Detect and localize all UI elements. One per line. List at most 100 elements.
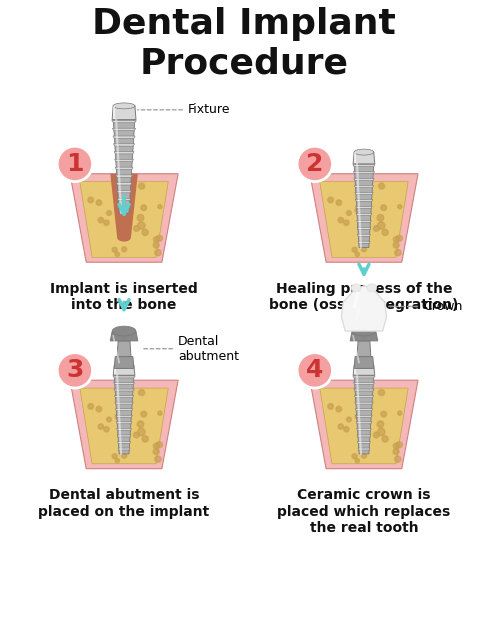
Circle shape	[141, 411, 146, 417]
Ellipse shape	[117, 233, 131, 242]
Polygon shape	[80, 388, 168, 464]
Polygon shape	[341, 286, 386, 331]
Circle shape	[106, 210, 111, 215]
Circle shape	[57, 146, 93, 182]
Polygon shape	[116, 183, 132, 185]
Circle shape	[355, 459, 359, 463]
Polygon shape	[80, 182, 168, 257]
Polygon shape	[353, 382, 375, 384]
Ellipse shape	[352, 326, 376, 336]
Polygon shape	[112, 120, 136, 123]
Polygon shape	[354, 357, 374, 369]
Circle shape	[359, 432, 366, 439]
Circle shape	[338, 217, 344, 223]
Polygon shape	[358, 448, 370, 450]
Circle shape	[96, 200, 102, 205]
Circle shape	[112, 247, 117, 252]
Circle shape	[344, 426, 349, 432]
Polygon shape	[353, 172, 375, 173]
Circle shape	[346, 210, 351, 215]
Polygon shape	[117, 435, 131, 437]
Polygon shape	[354, 396, 374, 398]
Polygon shape	[353, 366, 375, 375]
Circle shape	[373, 432, 379, 438]
Circle shape	[393, 443, 399, 449]
Polygon shape	[113, 120, 135, 213]
Polygon shape	[113, 144, 135, 146]
Polygon shape	[354, 178, 374, 181]
Text: Dental abutment is
placed on the implant: Dental abutment is placed on the implant	[39, 488, 210, 518]
Polygon shape	[353, 165, 375, 167]
Circle shape	[297, 352, 332, 388]
Polygon shape	[113, 382, 135, 384]
Circle shape	[362, 453, 366, 458]
Polygon shape	[70, 174, 178, 262]
Polygon shape	[354, 164, 374, 247]
Polygon shape	[310, 380, 418, 469]
Circle shape	[122, 453, 126, 458]
Polygon shape	[355, 402, 373, 404]
Circle shape	[393, 237, 399, 242]
Circle shape	[142, 436, 148, 442]
Circle shape	[141, 205, 146, 210]
Text: 1: 1	[66, 152, 83, 176]
Circle shape	[121, 410, 127, 417]
Circle shape	[398, 205, 402, 208]
Circle shape	[98, 424, 103, 429]
Polygon shape	[355, 409, 373, 411]
Circle shape	[377, 215, 384, 221]
Polygon shape	[117, 341, 131, 357]
Polygon shape	[356, 422, 372, 424]
Ellipse shape	[112, 326, 136, 336]
Polygon shape	[354, 375, 374, 454]
Text: Dental
abutment: Dental abutment	[142, 335, 239, 362]
Circle shape	[297, 146, 332, 182]
Polygon shape	[355, 200, 373, 202]
Circle shape	[377, 421, 384, 428]
Circle shape	[396, 442, 403, 448]
Text: Crown: Crown	[386, 300, 462, 313]
Circle shape	[137, 215, 144, 221]
Circle shape	[134, 225, 139, 232]
Circle shape	[106, 417, 111, 422]
Circle shape	[393, 449, 399, 454]
Circle shape	[88, 404, 94, 409]
Circle shape	[157, 235, 163, 241]
Circle shape	[328, 404, 333, 409]
Text: 3: 3	[66, 358, 83, 382]
Polygon shape	[354, 185, 374, 188]
Polygon shape	[117, 428, 131, 430]
Polygon shape	[358, 234, 370, 237]
Circle shape	[393, 242, 399, 248]
Polygon shape	[357, 435, 371, 437]
Circle shape	[352, 454, 357, 459]
Circle shape	[338, 424, 344, 429]
Polygon shape	[113, 366, 135, 375]
Ellipse shape	[367, 284, 377, 292]
Circle shape	[121, 203, 127, 210]
Circle shape	[362, 247, 366, 252]
Circle shape	[137, 421, 144, 428]
Polygon shape	[356, 415, 372, 418]
Circle shape	[346, 417, 351, 422]
Circle shape	[115, 207, 121, 213]
Polygon shape	[116, 415, 132, 418]
Polygon shape	[114, 375, 134, 454]
Circle shape	[155, 250, 161, 256]
Circle shape	[379, 183, 385, 189]
Circle shape	[115, 252, 120, 257]
Polygon shape	[118, 206, 130, 208]
Polygon shape	[353, 376, 375, 378]
Text: 2: 2	[306, 152, 324, 176]
Circle shape	[96, 406, 102, 412]
Circle shape	[155, 456, 161, 462]
Circle shape	[336, 406, 342, 412]
Circle shape	[382, 229, 388, 235]
Polygon shape	[113, 136, 135, 138]
Circle shape	[379, 389, 385, 396]
Polygon shape	[356, 213, 372, 215]
Polygon shape	[112, 106, 136, 120]
Polygon shape	[115, 167, 133, 170]
Polygon shape	[110, 174, 138, 238]
Circle shape	[396, 235, 403, 241]
